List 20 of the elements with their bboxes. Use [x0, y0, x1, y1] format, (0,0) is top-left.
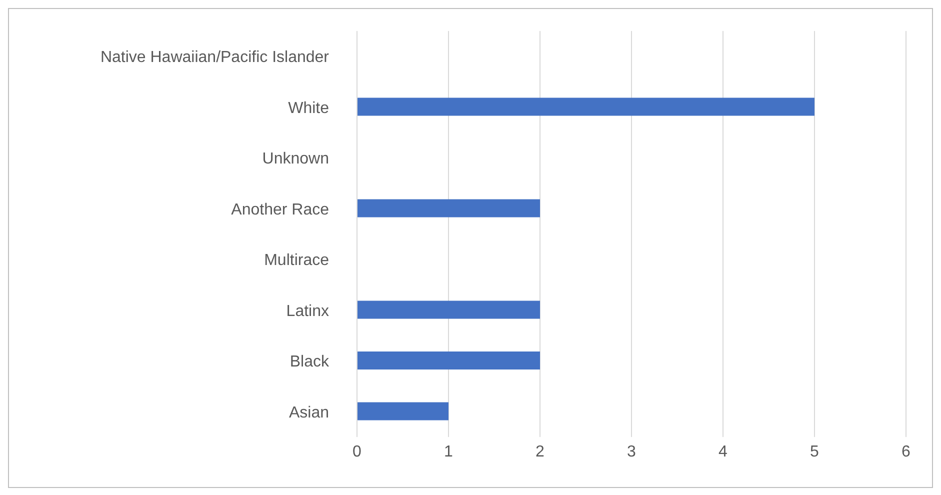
x-tick-label: 6: [902, 443, 911, 460]
x-tick-label: 3: [627, 443, 636, 460]
bar: [357, 98, 814, 116]
y-tick-label: Native Hawaiian/Pacific Islander: [100, 49, 330, 66]
bar: [357, 352, 540, 370]
bar: [357, 199, 540, 218]
y-tick-label: Unknown: [262, 150, 329, 168]
y-tick-label: Black: [290, 354, 330, 371]
bar: [357, 402, 448, 420]
y-tick-label: Another Race: [231, 201, 330, 218]
x-tick-label: 5: [810, 443, 820, 460]
y-tick-label: Multirace: [264, 252, 330, 270]
x-tick-label: 2: [536, 443, 545, 460]
x-tick-label: 0: [352, 443, 362, 460]
bar: [357, 300, 540, 319]
y-tick-label: White: [288, 100, 330, 117]
x-tick-label: 4: [718, 443, 728, 460]
y-tick-label: Latinx: [286, 302, 329, 320]
y-tick-label: Asian: [288, 404, 329, 422]
x-tick-label: 1: [444, 443, 454, 460]
